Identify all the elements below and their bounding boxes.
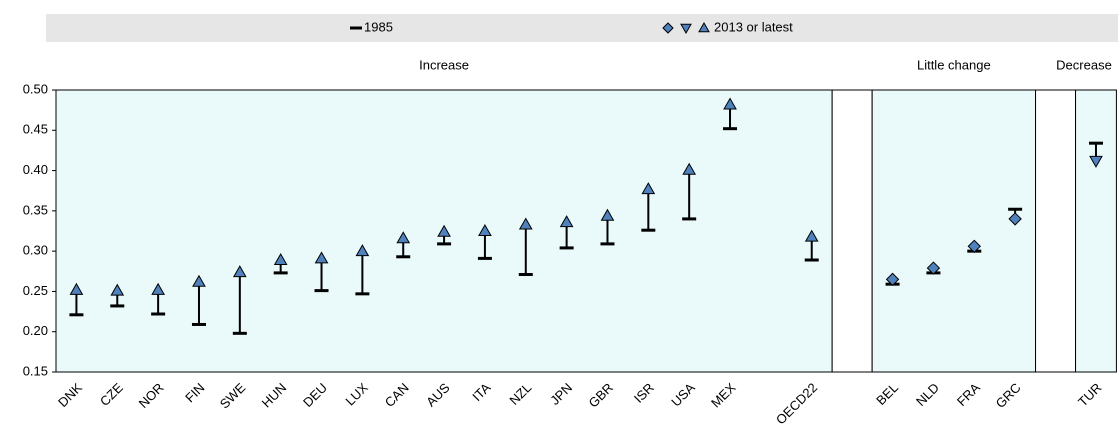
end-marker	[682, 162, 697, 175]
x-tick-label: NZL	[506, 380, 534, 408]
end-marker	[600, 208, 615, 221]
end-marker	[437, 224, 451, 237]
panel-background	[871, 89, 1037, 373]
x-tick-label: GBR	[585, 380, 616, 411]
y-tick-label: 0.50	[23, 81, 48, 96]
end-marker	[232, 265, 247, 278]
x-tick-label: HUN	[259, 380, 290, 411]
end-marker	[355, 244, 370, 257]
y-tick-label: 0.25	[23, 283, 48, 298]
x-tick-label: ISR	[631, 380, 657, 406]
panel-title: Little change	[917, 57, 991, 72]
x-tick-label: OECD22	[773, 380, 820, 427]
y-tick-label: 0.20	[23, 323, 48, 338]
x-tick-label: FIN	[182, 380, 207, 405]
end-marker	[967, 239, 981, 254]
panel-title: Increase	[419, 57, 469, 72]
panel-background	[1075, 89, 1117, 373]
x-tick-label: AUS	[423, 380, 453, 410]
legend-marker	[698, 21, 710, 33]
y-tick-label: 0.35	[23, 202, 48, 217]
end-marker	[559, 215, 574, 228]
end-marker	[192, 274, 206, 287]
end-marker	[926, 261, 941, 275]
end-marker	[396, 231, 411, 244]
panel-gap	[831, 89, 873, 373]
end-marker	[314, 251, 329, 264]
legend-marker	[662, 22, 674, 34]
x-tick-label: DEU	[300, 380, 330, 410]
panel-gap	[1035, 89, 1077, 373]
end-marker	[518, 217, 533, 230]
x-tick-label: FRA	[954, 380, 983, 409]
end-marker	[885, 272, 900, 287]
legend-marker	[680, 23, 692, 35]
x-tick-label: NOR	[136, 380, 167, 411]
legend-background	[46, 14, 1118, 42]
end-marker	[723, 97, 737, 110]
x-tick-label: DNK	[55, 380, 85, 410]
end-marker	[110, 283, 125, 296]
x-tick-label: GRC	[993, 380, 1024, 411]
x-tick-label: LUX	[342, 380, 371, 409]
end-marker	[641, 182, 656, 195]
legend-label: 1985	[364, 19, 393, 34]
x-tick-label: TUR	[1075, 380, 1104, 409]
x-tick-label: ITA	[469, 380, 493, 404]
legend-label: 2013 or latest	[714, 19, 793, 34]
y-tick-label: 0.40	[23, 162, 48, 177]
end-marker	[273, 252, 288, 266]
end-marker	[804, 229, 819, 242]
x-tick-label: MEX	[708, 380, 739, 411]
x-tick-label: CZE	[97, 380, 126, 409]
x-tick-label: JPN	[547, 380, 575, 408]
end-marker	[1008, 212, 1022, 226]
y-tick-label: 0.45	[23, 122, 48, 137]
x-tick-label: CAN	[382, 380, 412, 410]
x-tick-label: NLD	[913, 380, 942, 409]
end-marker	[1089, 155, 1103, 168]
panel-title: Decrease	[1056, 57, 1112, 72]
y-tick-label: 0.15	[23, 363, 48, 378]
end-marker	[478, 223, 492, 236]
x-tick-label: USA	[668, 380, 698, 410]
y-tick-label: 0.30	[23, 243, 48, 258]
x-tick-label: SWE	[217, 380, 249, 412]
end-marker	[69, 282, 84, 295]
end-marker	[151, 282, 165, 295]
x-tick-label: BEL	[873, 380, 901, 408]
